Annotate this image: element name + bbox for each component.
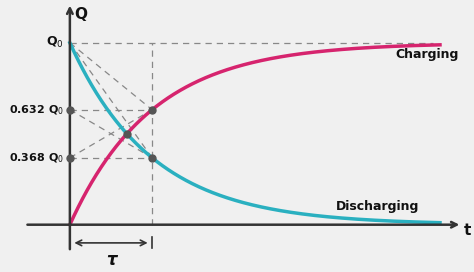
Text: t: t	[464, 223, 472, 238]
Text: Q: Q	[74, 7, 87, 22]
Text: τ: τ	[106, 251, 116, 269]
Text: 0.632 Q$_0$: 0.632 Q$_0$	[9, 103, 64, 116]
Text: Charging: Charging	[396, 48, 459, 61]
Text: Q$_0$: Q$_0$	[46, 35, 64, 50]
Text: 0.368 Q$_0$: 0.368 Q$_0$	[9, 151, 64, 165]
Text: Discharging: Discharging	[337, 200, 420, 213]
